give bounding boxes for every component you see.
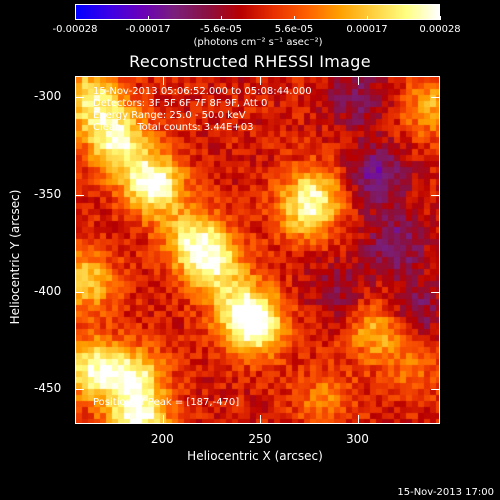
x-tick-mark: [358, 415, 360, 423]
y-tick-mark: [76, 389, 84, 390]
y-tick-mark: [431, 291, 439, 293]
heatmap-image: [76, 77, 439, 423]
y-tick-label: -300: [34, 89, 62, 104]
colorbar-tick-label: 0.00017: [346, 24, 388, 35]
info-clean-counts: Clean Total counts: 3.44E+03: [93, 122, 254, 133]
x-tick-mark: [162, 415, 164, 423]
colorbar-tick: [367, 16, 368, 20]
x-tick-label: 300: [346, 432, 369, 446]
y-axis-label: Heliocentric Y (arcsec): [8, 189, 22, 325]
footer-date: 15-Nov-2013 17:00: [397, 487, 494, 498]
y-tick-mark: [431, 194, 439, 196]
x-tick-mark: [260, 415, 262, 423]
y-tick-mark: [431, 97, 439, 99]
x-tick-mark: [358, 77, 360, 85]
info-time-range: 15-Nov-2013 05:06:52.000 to 05:08:44.000: [93, 86, 312, 97]
x-tick-mark: [162, 77, 164, 85]
plot-area: [75, 76, 440, 424]
x-tick-mark: [260, 77, 262, 85]
info-energy-range: Energy Range: 25.0 - 50.0 keV: [93, 110, 246, 121]
colorbar-tick: [294, 16, 295, 20]
y-tick-mark: [431, 389, 439, 390]
colorbar-tick-label: 0.00028: [419, 24, 461, 35]
y-tick-label: -400: [34, 283, 62, 298]
colorbar-tick: [440, 16, 441, 20]
x-axis-label: Heliocentric X (arcsec): [187, 449, 323, 463]
info-detectors: Detectors: 3F 5F 6F 7F 8F 9F, Att 0: [93, 98, 268, 109]
chart-title: Reconstructed RHESSI Image: [129, 52, 371, 71]
y-tick-mark: [76, 194, 84, 196]
colorbar-tick-label: -5.6e-05: [200, 24, 242, 35]
y-tick-mark: [76, 97, 84, 99]
y-tick-mark: [76, 291, 84, 293]
colorbar-tick-label: -0.00028: [52, 24, 98, 35]
x-tick-label: 200: [150, 432, 174, 446]
colorbar-tick: [221, 16, 222, 20]
x-tick-label: 250: [248, 432, 272, 446]
colorbar: [75, 4, 440, 20]
y-tick-label: -350: [34, 186, 62, 201]
colorbar-tick-label: -0.00017: [125, 24, 171, 35]
info-peak-position: Position of Peak = [187,-470]: [93, 397, 240, 408]
y-tick-label: -450: [34, 381, 62, 395]
colorbar-tick: [75, 16, 76, 20]
colorbar-tick: [148, 16, 149, 20]
colorbar-unit-label: (photons cm⁻² s⁻¹ asec⁻²): [193, 37, 323, 48]
colorbar-tick-label: 5.6e-05: [274, 24, 314, 35]
